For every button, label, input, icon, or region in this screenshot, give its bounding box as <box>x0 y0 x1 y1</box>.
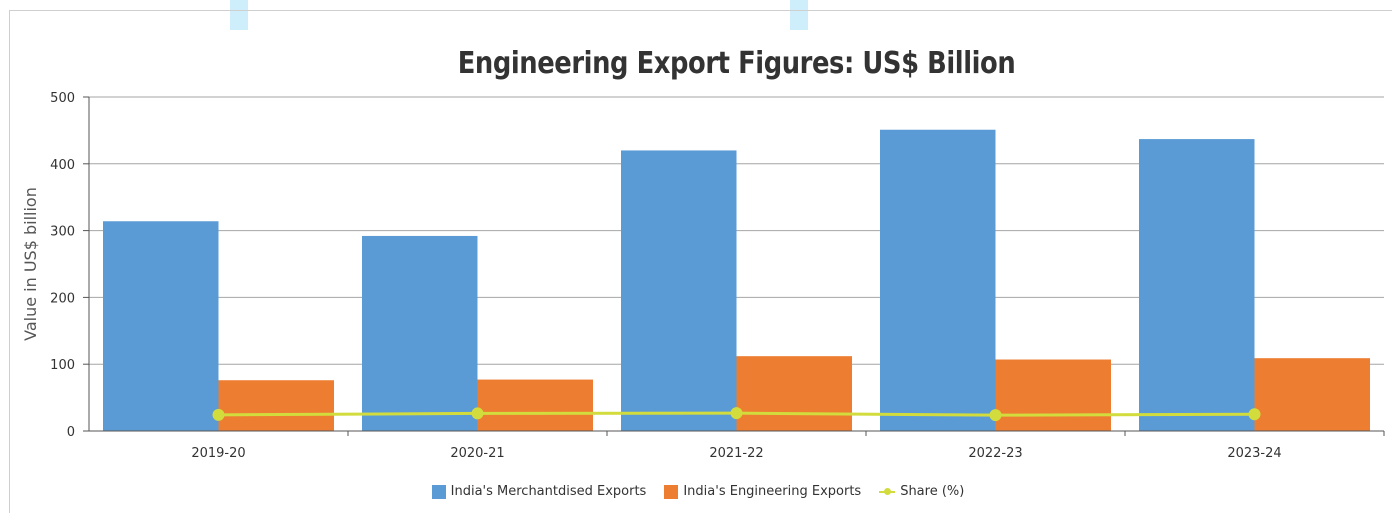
y-tick-label: 100 <box>50 358 75 373</box>
bar-merchandise-exports <box>103 221 219 431</box>
background-decoration <box>230 0 248 30</box>
legend-item-engineering[interactable]: India's Engineering Exports <box>660 484 861 499</box>
legend-line-marker <box>879 485 896 499</box>
bar-engineering-exports <box>1254 358 1370 431</box>
share-point <box>989 409 1002 422</box>
y-axis-title: Value in US$ billion <box>21 187 40 341</box>
background-decoration <box>790 0 808 30</box>
legend-label: Share (%) <box>900 484 965 499</box>
x-tick-label: 2020-21 <box>450 446 504 461</box>
bar-engineering-exports <box>477 379 593 431</box>
share-point <box>471 407 484 420</box>
bar-merchandise-exports <box>362 235 478 431</box>
legend-swatch <box>664 484 679 499</box>
x-tick-label: 2019-20 <box>191 446 245 461</box>
legend-item-merchandise[interactable]: India's Merchantdised Exports <box>428 484 647 499</box>
bars <box>103 129 1370 432</box>
x-tick-label: 2021-22 <box>709 446 763 461</box>
legend: India's Merchantdised Exports India's En… <box>0 484 1392 499</box>
bar-engineering-exports <box>736 356 852 431</box>
share-point <box>1248 408 1261 421</box>
y-tick-label: 500 <box>50 91 75 106</box>
legend-label: India's Merchantdised Exports <box>450 484 647 499</box>
x-tick-label: 2022-23 <box>968 446 1022 461</box>
y-tick-label: 200 <box>50 291 75 306</box>
bar-engineering-exports <box>218 380 334 431</box>
share-point <box>212 408 225 421</box>
bar-merchandise-exports <box>621 150 737 431</box>
bar-merchandise-exports <box>1139 139 1255 432</box>
axes <box>83 96 1385 436</box>
share-line <box>212 407 1261 422</box>
x-tick-label: 2023-24 <box>1227 446 1281 461</box>
share-point <box>730 407 743 420</box>
y-tick-label: 0 <box>67 425 75 440</box>
y-tick-label: 400 <box>50 158 75 173</box>
legend-label: India's Engineering Exports <box>683 484 862 499</box>
bar-engineering-exports <box>995 359 1111 431</box>
chart-frame <box>9 10 1392 513</box>
legend-item-share[interactable]: Share (%) <box>875 484 964 499</box>
bar-merchandise-exports <box>880 129 996 431</box>
tick-labels: 0 100 200 300 400 500 2019-20 2020-21 2021-22 202… <box>50 91 1281 461</box>
legend-swatch <box>431 484 446 499</box>
y-tick-label: 300 <box>50 225 75 240</box>
chart-title: Engineering Export Figures: US$ Billion <box>457 46 1016 81</box>
